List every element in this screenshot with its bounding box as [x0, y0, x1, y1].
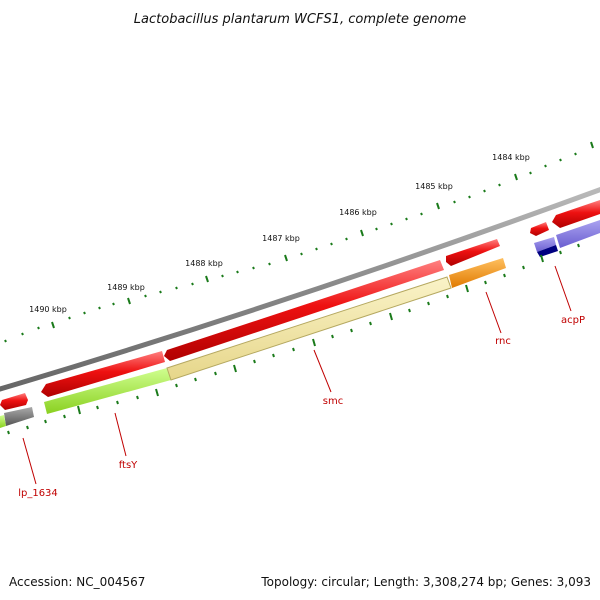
gene-ftsY-feature — [44, 368, 171, 414]
gene-acpP-feature — [534, 237, 556, 252]
gene-acpP-dark-feature — [537, 245, 558, 257]
cds-feature — [0, 393, 28, 410]
gene-lp_1634-feature — [4, 407, 34, 426]
cds-feature — [446, 239, 500, 266]
genome-backbone — [0, 187, 600, 392]
cds-feature — [41, 351, 165, 397]
inner-ruler-ticks — [7, 243, 580, 435]
gene-labels: acpP rnc smc ftsY lp_1634 — [18, 315, 585, 499]
topology-text: Topology: circular; Length: 3,308,274 bp… — [260, 575, 591, 589]
accession-text: Accession: NC_004567 — [9, 575, 145, 589]
gene-extra-feature — [0, 415, 6, 428]
gene-label-smc: smc — [323, 396, 343, 407]
gene-label-lp_1634: lp_1634 — [18, 488, 58, 499]
ruler-major-ticks — [51, 141, 594, 329]
kbp-label: 1486 kbp — [339, 208, 377, 217]
cds-feature — [164, 260, 444, 361]
kbp-label: 1488 kbp — [185, 259, 223, 268]
gene-label-leaders — [22, 265, 572, 485]
gene-feature — [556, 220, 600, 248]
cds-feature — [552, 200, 600, 228]
kbp-labels: 1484 kbp 1485 kbp 1486 kbp 1487 kbp 1488… — [29, 153, 530, 314]
kbp-label: 1489 kbp — [107, 283, 145, 292]
gene-label-rnc: rnc — [495, 336, 511, 347]
cds-feature — [530, 222, 549, 236]
kbp-label: 1487 kbp — [262, 234, 300, 243]
gene-rnc-feature — [449, 258, 506, 288]
cds-track — [0, 200, 600, 410]
ruler-minor-ticks — [4, 152, 577, 343]
kbp-label: 1490 kbp — [29, 305, 67, 314]
gene-label-ftsY: ftsY — [119, 460, 138, 471]
kbp-label: 1485 kbp — [415, 182, 453, 191]
gene-label-acpP: acpP — [561, 315, 585, 326]
map-title: Lactobacillus plantarum WCFS1, complete … — [134, 12, 466, 27]
gene-smc-feature — [166, 276, 452, 381]
gene-track — [0, 220, 600, 428]
kbp-label: 1484 kbp — [492, 153, 530, 162]
